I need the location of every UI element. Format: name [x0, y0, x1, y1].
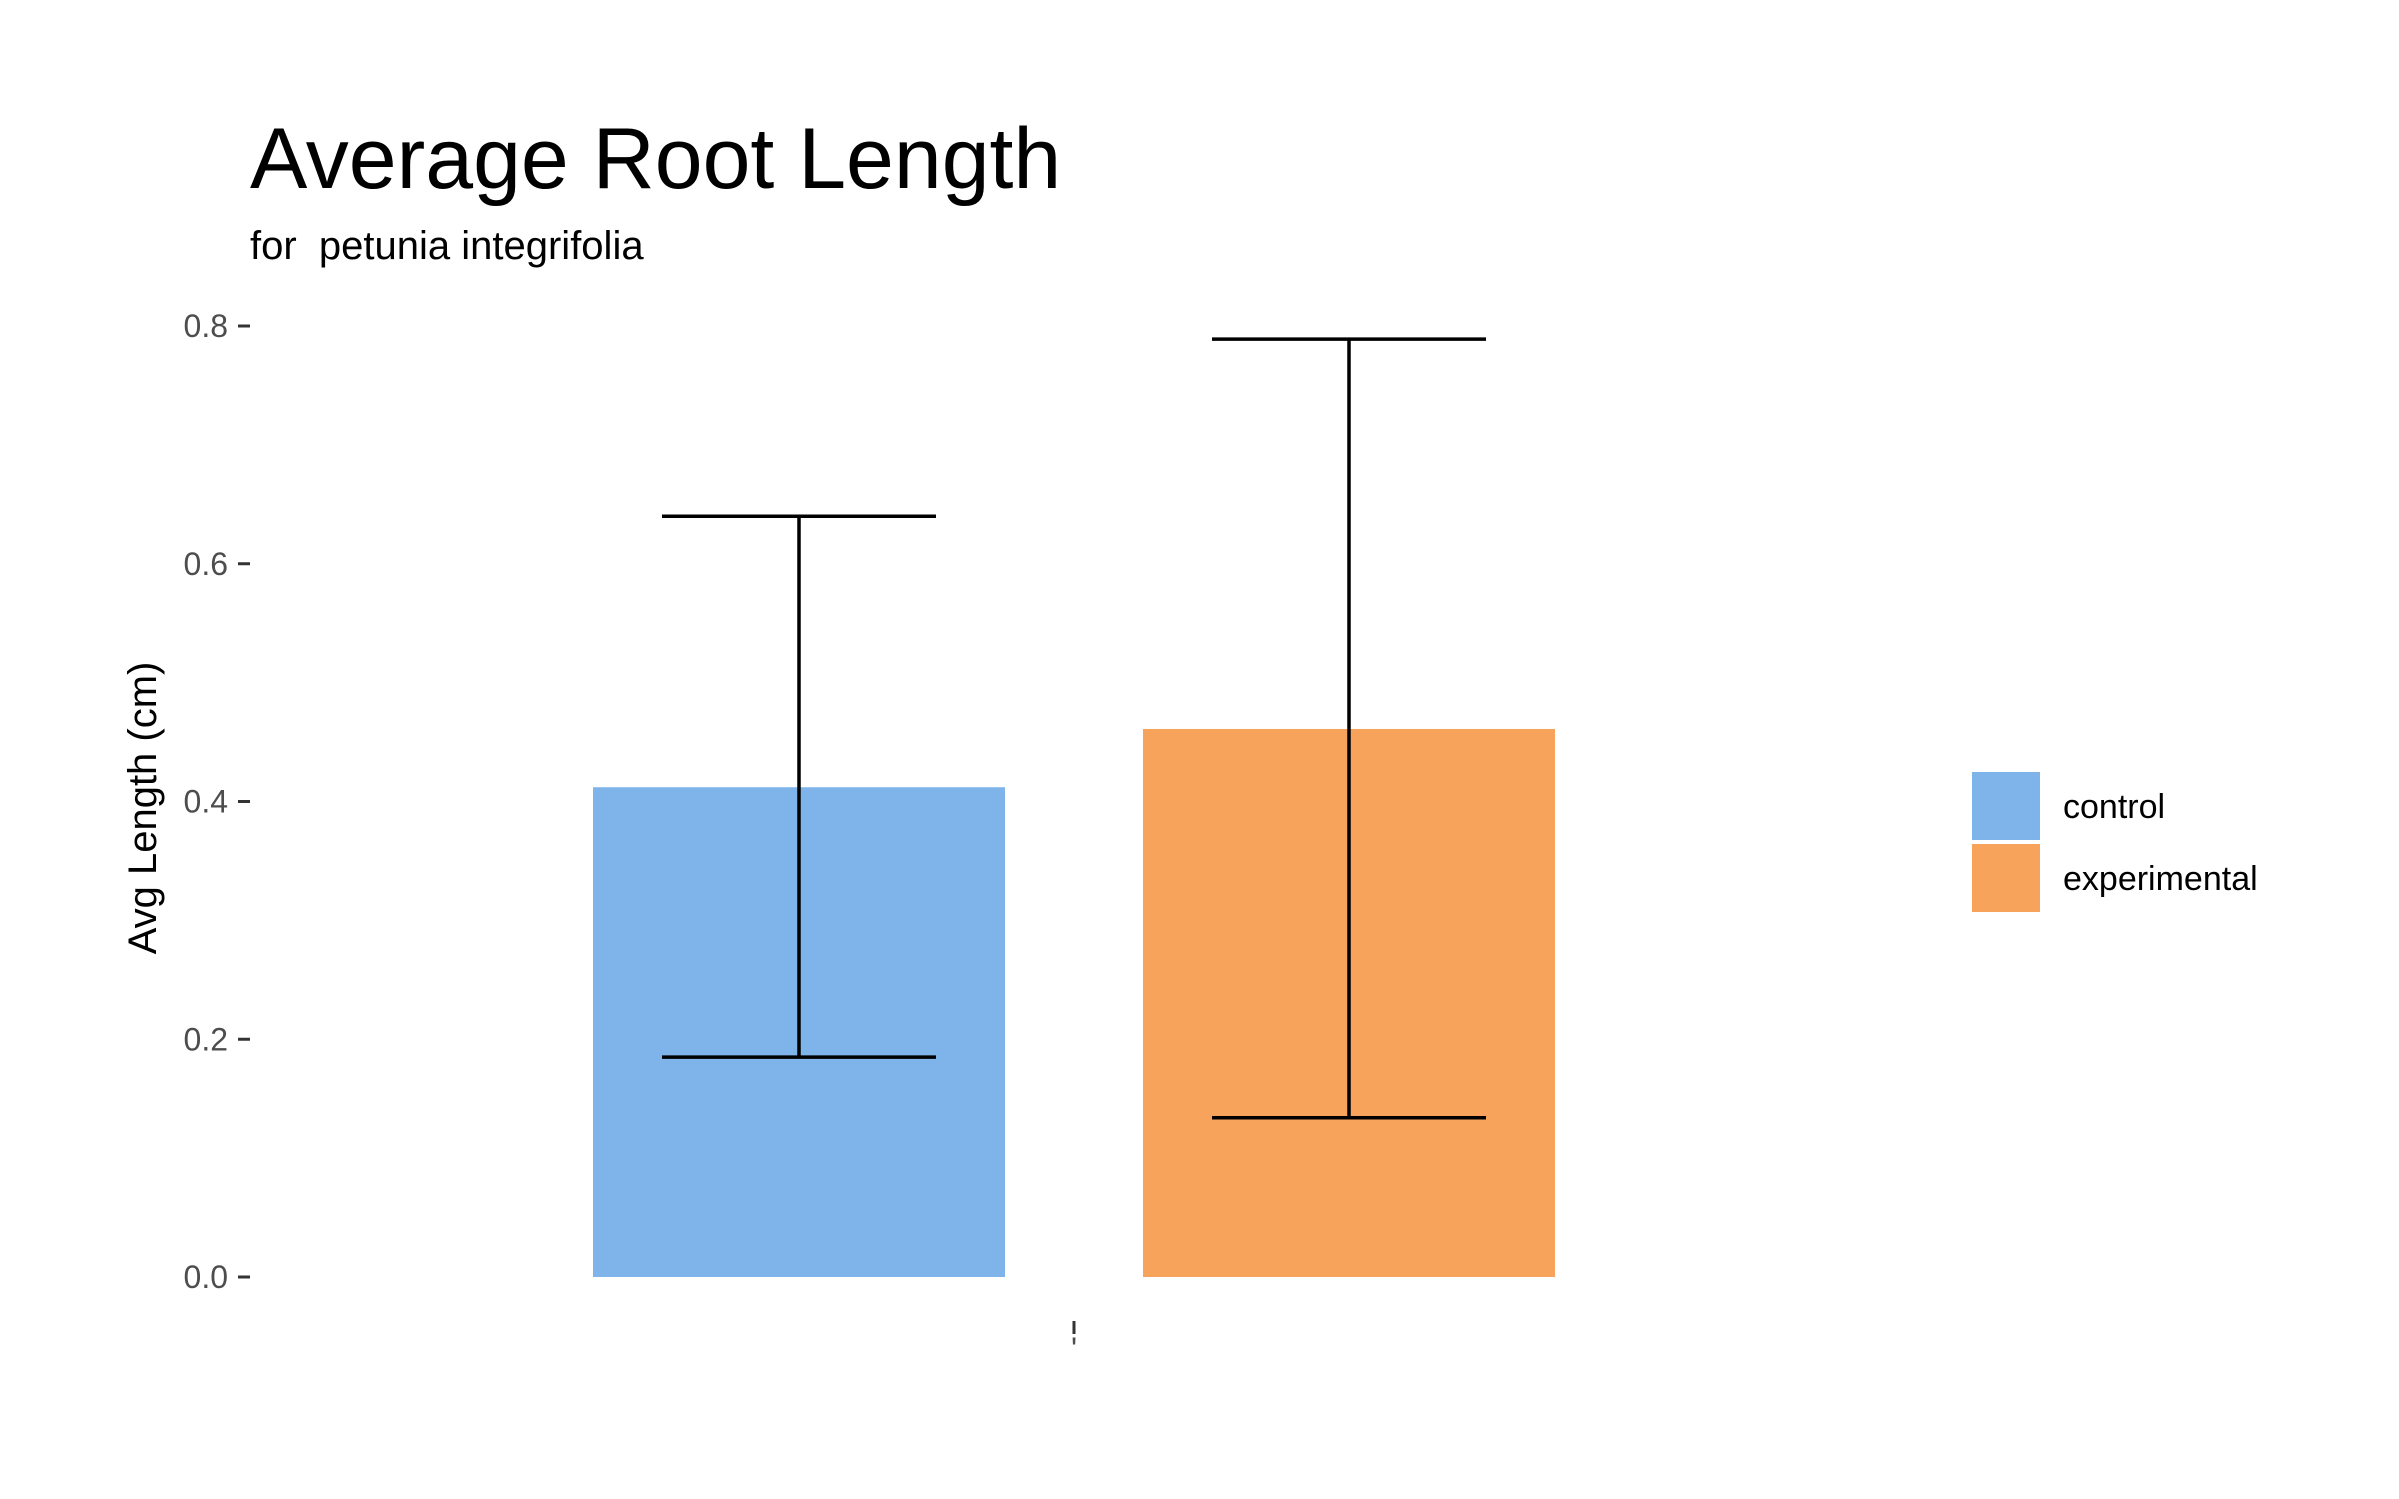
chart-title: Average Root Length	[250, 111, 1061, 207]
y-tick-label: 0.2	[184, 1021, 228, 1057]
x-tick-label: '	[1071, 1331, 1077, 1367]
legend-key-control	[1972, 772, 2040, 840]
error-bar-group	[662, 337, 1486, 1120]
y-tick-label: 0.6	[184, 546, 228, 582]
y-axis-label: Avg Length (cm)	[121, 662, 165, 955]
y-tick-label: 0.8	[184, 308, 228, 344]
y-axis: 0.0 0.2 0.4 0.6 0.8	[184, 308, 250, 1295]
legend-key-experimental	[1972, 844, 2040, 912]
legend: control experimental	[1972, 772, 2258, 912]
x-axis: '	[1071, 1321, 1077, 1367]
chart-subtitle: for petunia integrifolia	[250, 224, 644, 268]
y-tick-label: 0.0	[184, 1259, 228, 1295]
legend-label-experimental: experimental	[2063, 860, 2258, 898]
y-tick-label: 0.4	[184, 784, 228, 820]
legend-label-control: control	[2063, 788, 2165, 826]
